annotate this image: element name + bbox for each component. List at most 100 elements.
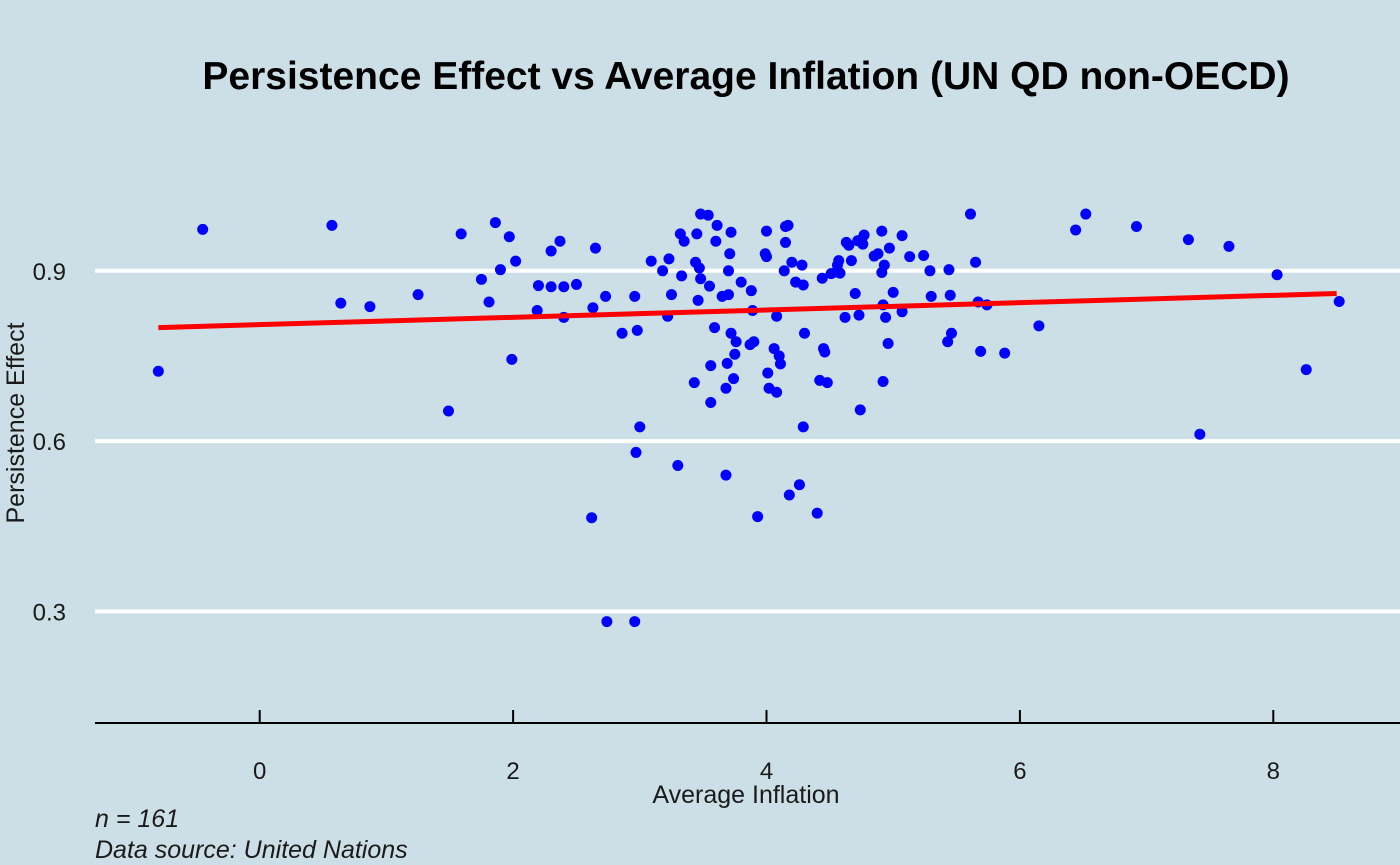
data-point (1271, 269, 1283, 281)
data-point (964, 208, 976, 220)
data-point (721, 357, 733, 369)
data-point (720, 382, 732, 394)
data-point (412, 289, 424, 301)
data-point (494, 264, 506, 276)
data-point (695, 273, 707, 285)
data-point (761, 225, 773, 237)
data-point (506, 353, 518, 365)
data-point (665, 289, 677, 301)
data-point (783, 489, 795, 501)
data-point (970, 256, 982, 268)
x-tick-label: 6 (1013, 758, 1026, 785)
data-point (833, 255, 845, 267)
data-point (882, 337, 894, 349)
data-point (857, 238, 869, 250)
x-tick-label: 2 (506, 758, 519, 785)
data-point (975, 345, 987, 357)
data-point (786, 256, 798, 268)
data-point (692, 294, 704, 306)
data-point (600, 290, 612, 302)
sample-size-caption: n = 161 (95, 805, 179, 833)
data-point (793, 479, 805, 491)
data-point (904, 251, 916, 263)
data-point (896, 230, 908, 242)
x-axis-label: Average Inflation (652, 781, 839, 809)
data-point (883, 242, 895, 254)
data-point (629, 290, 641, 302)
data-point (797, 421, 809, 433)
data-point (896, 306, 908, 318)
data-point (672, 459, 684, 471)
y-tick-label: 0.9 (33, 259, 66, 286)
data-point (570, 278, 582, 290)
data-point (545, 281, 557, 293)
data-point (1300, 364, 1312, 376)
data-point (586, 512, 598, 524)
data-point (709, 322, 721, 334)
data-point (735, 276, 747, 288)
data-point (630, 446, 642, 458)
data-point (943, 264, 955, 276)
data-point (811, 507, 823, 519)
data-point (1194, 428, 1206, 440)
data-point (880, 311, 892, 323)
data-point (799, 327, 811, 339)
data-point (616, 327, 628, 339)
data-point (925, 290, 937, 302)
data-point (816, 272, 828, 284)
data-point (531, 305, 543, 317)
data-point (797, 279, 809, 291)
data-point (703, 280, 715, 292)
data-point (843, 239, 855, 251)
data-point (702, 209, 714, 221)
data-point (364, 301, 376, 313)
data-point (532, 280, 544, 292)
data-point (503, 231, 515, 243)
data-point (730, 336, 742, 348)
data-point (819, 346, 831, 358)
data-point (752, 511, 764, 523)
data-point (554, 235, 566, 247)
data-point (942, 336, 954, 348)
data-point (678, 235, 690, 247)
data-source-caption: Data source: United Nations (95, 836, 408, 864)
data-point (728, 373, 740, 385)
gridlines (95, 268, 1400, 614)
data-point (876, 225, 888, 237)
data-point (771, 310, 783, 322)
data-point (821, 377, 833, 389)
data-point (722, 289, 734, 301)
data-point (455, 228, 467, 240)
data-point (645, 255, 657, 267)
data-point (1223, 240, 1235, 252)
data-point (849, 288, 861, 300)
x-axis-ticks: 0 2 4 6 8 (253, 710, 1280, 785)
data-point (1333, 295, 1345, 307)
data-point (887, 286, 899, 298)
data-point (872, 248, 884, 260)
data-point (197, 223, 209, 235)
trend-line (158, 291, 1337, 331)
data-point (918, 249, 930, 261)
data-point (688, 377, 700, 389)
data-point (834, 267, 846, 279)
data-point (442, 405, 454, 417)
data-point (878, 259, 890, 271)
data-point (945, 327, 957, 339)
data-point (587, 302, 599, 314)
data-point (589, 242, 601, 254)
data-point (475, 273, 487, 285)
data-point (944, 289, 956, 301)
data-point (748, 336, 760, 348)
data-point (657, 265, 669, 277)
data-point (729, 348, 741, 360)
data-point (1182, 234, 1194, 246)
y-axis-label: Persistence Effect (2, 322, 30, 523)
data-point (1070, 224, 1082, 236)
data-point (999, 347, 1011, 359)
data-point (705, 396, 717, 408)
data-point (771, 386, 783, 398)
x-tick-label: 4 (760, 758, 773, 785)
